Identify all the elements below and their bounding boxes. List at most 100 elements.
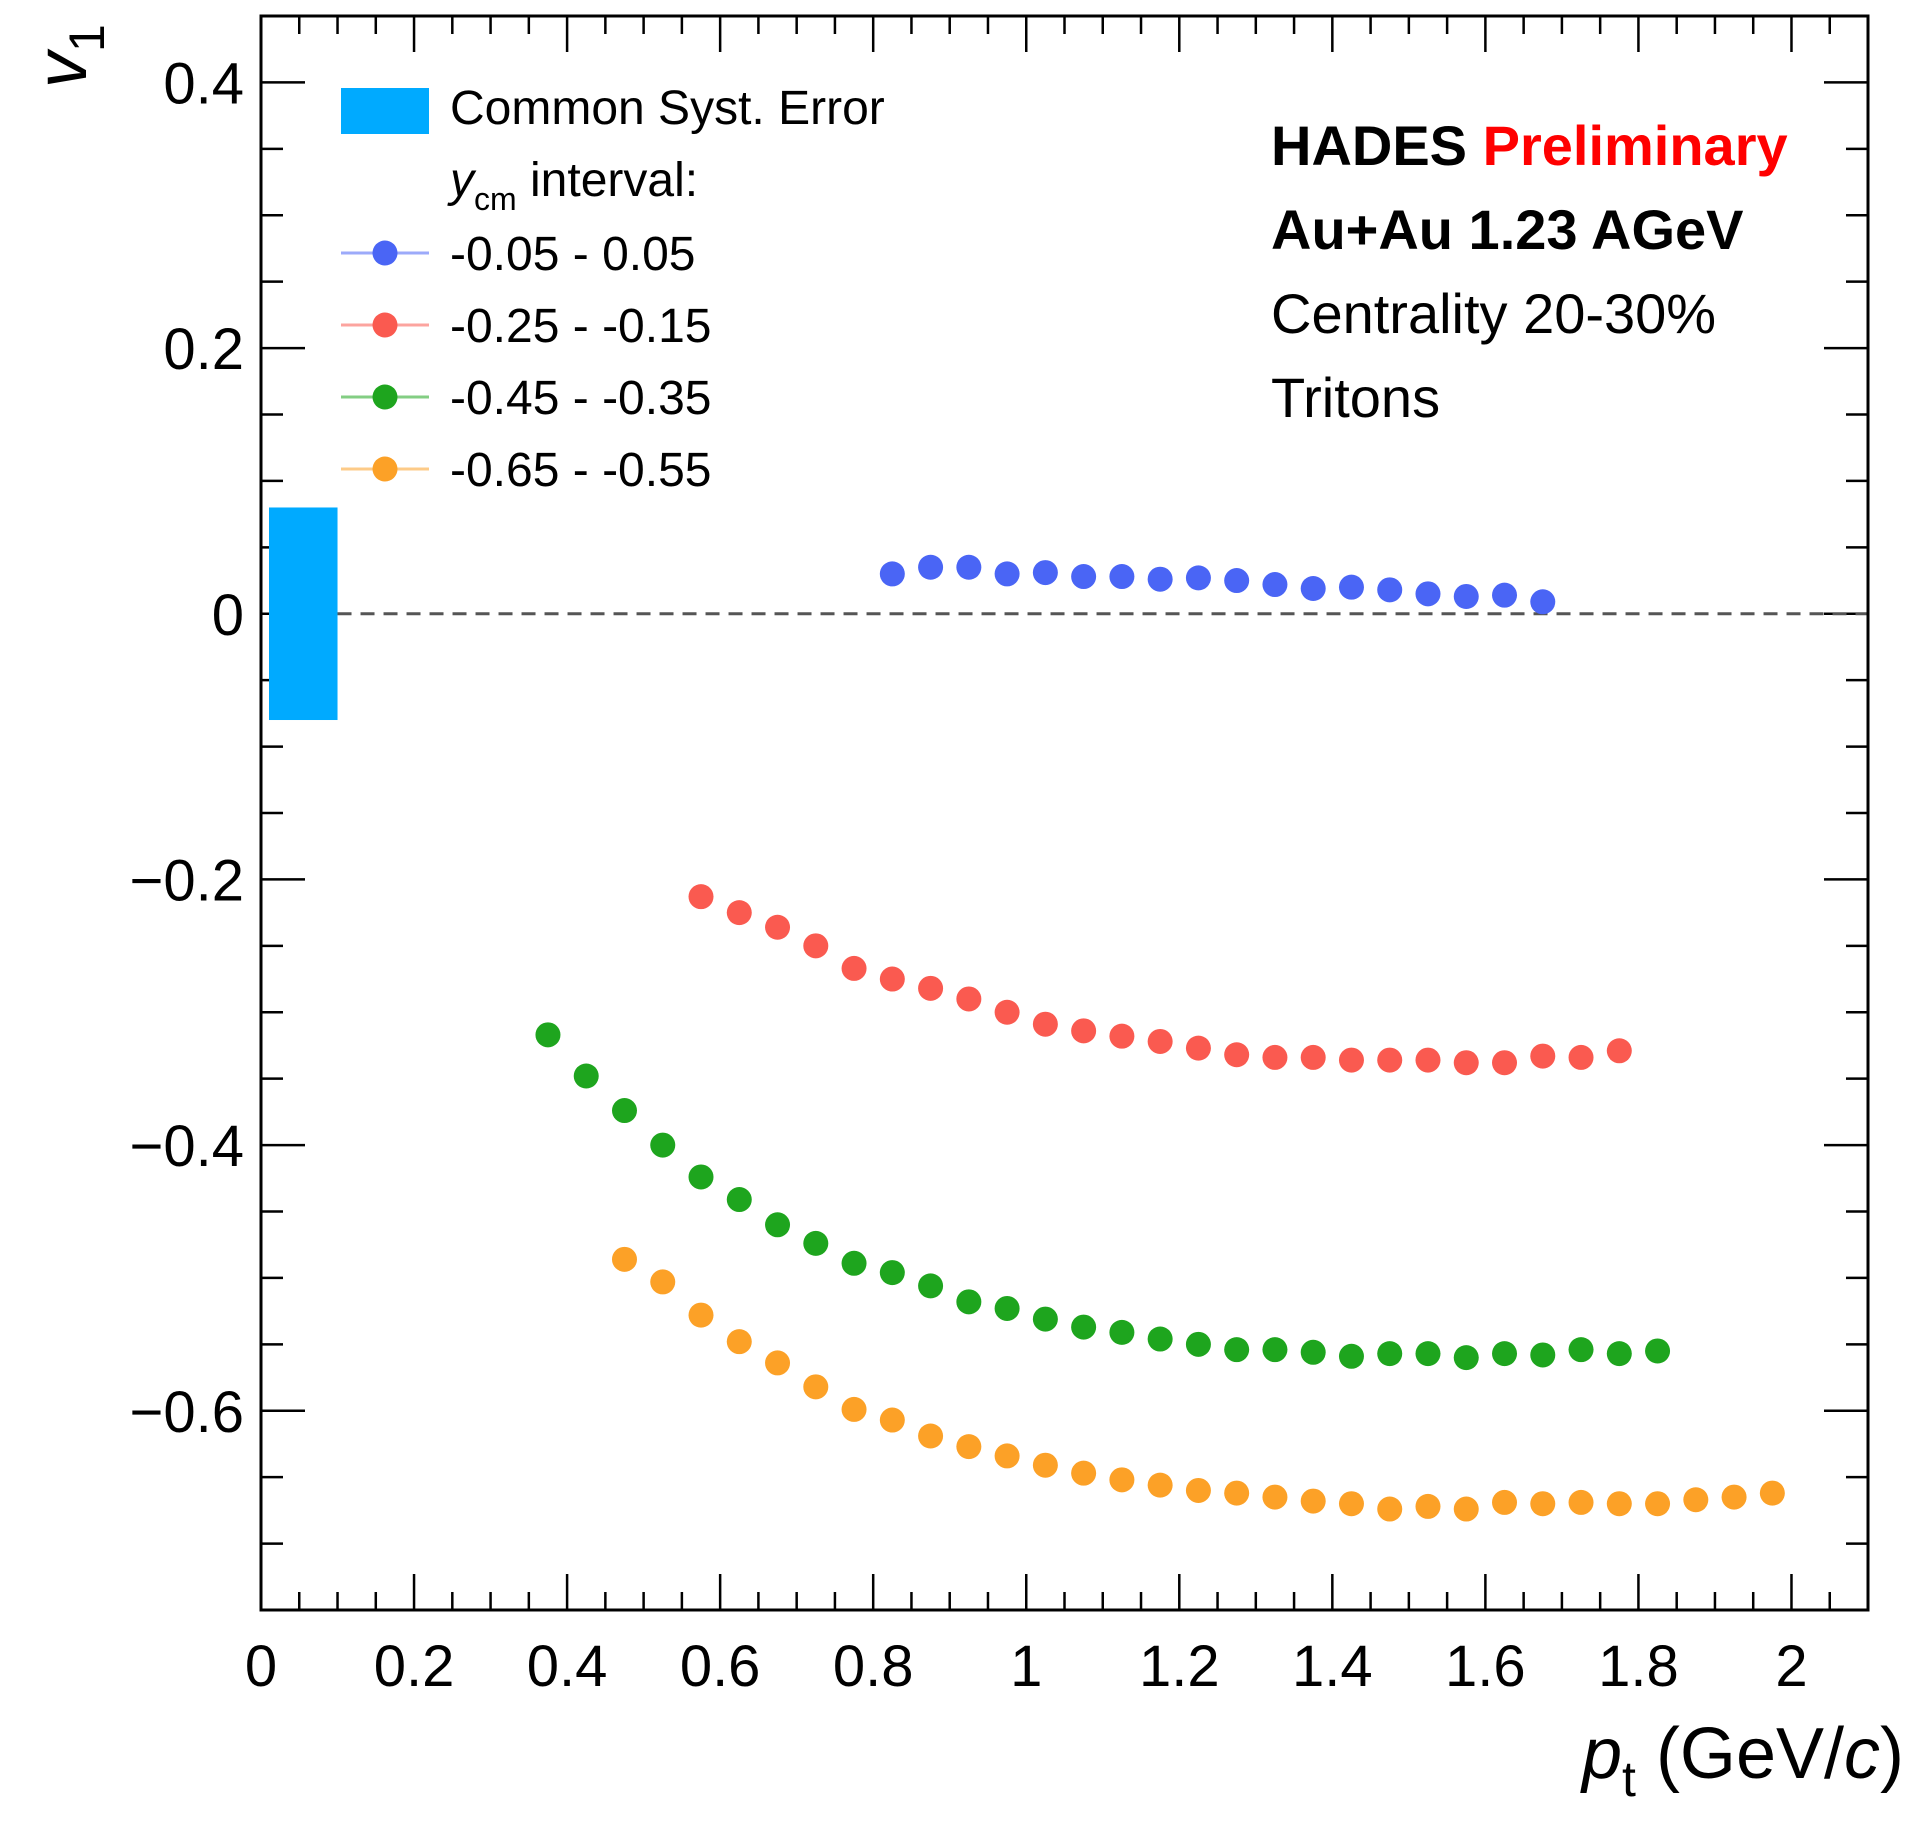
data-point bbox=[1492, 1050, 1518, 1076]
data-point bbox=[1071, 1018, 1097, 1044]
data-point bbox=[1568, 1489, 1594, 1515]
data-point bbox=[1300, 1044, 1326, 1070]
series-2 bbox=[688, 884, 1632, 1076]
data-point bbox=[1721, 1484, 1747, 1510]
data-point bbox=[573, 1063, 599, 1089]
data-point bbox=[650, 1132, 676, 1158]
series-3 bbox=[535, 1022, 1671, 1371]
data-point bbox=[994, 999, 1020, 1025]
data-point bbox=[1109, 1319, 1135, 1345]
x-tick-label: 1 bbox=[1010, 1634, 1042, 1699]
data-point bbox=[879, 1407, 905, 1433]
data-point bbox=[1262, 572, 1288, 598]
data-point bbox=[1377, 577, 1403, 603]
data-point bbox=[611, 1246, 637, 1272]
data-point bbox=[1492, 1341, 1518, 1367]
data-point bbox=[1300, 576, 1326, 602]
data-point bbox=[1530, 1342, 1556, 1368]
legend-interval-title: ycm interval: bbox=[447, 154, 698, 217]
data-point bbox=[1377, 1341, 1403, 1367]
x-tick-label: 1.4 bbox=[1292, 1634, 1373, 1699]
data-point bbox=[1147, 1326, 1173, 1352]
data-point bbox=[1530, 589, 1556, 615]
data-point bbox=[1262, 1484, 1288, 1510]
data-point bbox=[1185, 1477, 1211, 1503]
legend-label: -0.05 - 0.05 bbox=[450, 228, 695, 281]
x-tick-label: 1.8 bbox=[1598, 1634, 1679, 1699]
tick-marks bbox=[259, 14, 1870, 1612]
data-point bbox=[1415, 1341, 1441, 1367]
y-axis-label: v1 bbox=[22, 24, 115, 88]
data-point bbox=[611, 1098, 637, 1124]
data-point bbox=[956, 1434, 982, 1460]
data-point bbox=[956, 986, 982, 1012]
y-tick-label: 0 bbox=[212, 583, 244, 648]
data-point bbox=[1109, 1467, 1135, 1493]
x-tick-label: 0.4 bbox=[527, 1634, 608, 1699]
data-point bbox=[803, 1230, 829, 1256]
x-tick-label: 2 bbox=[1775, 1634, 1807, 1699]
data-point bbox=[1262, 1044, 1288, 1070]
y-tick-label: 0.4 bbox=[163, 51, 244, 116]
series-4 bbox=[611, 1246, 1785, 1522]
data-point bbox=[1071, 564, 1097, 590]
data-point bbox=[650, 1269, 676, 1295]
data-point bbox=[1224, 1480, 1250, 1506]
data-point bbox=[879, 966, 905, 992]
systematic-error-band bbox=[269, 507, 338, 721]
data-point bbox=[726, 1329, 752, 1355]
data-point bbox=[918, 554, 944, 580]
data-point bbox=[1147, 1472, 1173, 1498]
legend-syst-label: Common Syst. Error bbox=[450, 82, 885, 135]
annotation-line: Tritons bbox=[1271, 366, 1440, 429]
data-point bbox=[1606, 1038, 1632, 1064]
data-point bbox=[1645, 1491, 1671, 1517]
annotation-line: HADES Preliminary bbox=[1271, 114, 1788, 177]
legend-marker bbox=[372, 456, 398, 482]
data-point bbox=[1032, 1452, 1058, 1478]
data-point bbox=[879, 561, 905, 587]
x-tick-label: 1.6 bbox=[1445, 1634, 1526, 1699]
data-point bbox=[1071, 1314, 1097, 1340]
data-point bbox=[956, 1289, 982, 1315]
data-point bbox=[1453, 1050, 1479, 1076]
legend-entry: -0.05 - 0.05 bbox=[341, 228, 695, 281]
data-point bbox=[1147, 1028, 1173, 1054]
data-point bbox=[1492, 1489, 1518, 1515]
legend-label: -0.65 - -0.55 bbox=[450, 444, 711, 497]
x-tick-label: 0.6 bbox=[680, 1634, 761, 1699]
data-point bbox=[918, 1273, 944, 1299]
data-point bbox=[994, 561, 1020, 587]
data-point bbox=[1224, 1042, 1250, 1068]
data-point bbox=[1224, 568, 1250, 594]
data-point bbox=[1109, 1023, 1135, 1049]
legend-marker bbox=[372, 240, 398, 266]
y-tick-label: −0.4 bbox=[130, 1114, 245, 1179]
x-tick-label: 1.2 bbox=[1139, 1634, 1220, 1699]
systematic-band-layer bbox=[269, 507, 338, 721]
plot-annotations: HADES Preliminary Au+Au 1.23 AGeV Centrali… bbox=[1271, 114, 1788, 429]
data-point bbox=[1224, 1337, 1250, 1363]
data-point bbox=[1530, 1491, 1556, 1517]
legend-series-entries: -0.05 - 0.05 -0.25 - -0.15 -0.45 - -0.35 -0… bbox=[341, 228, 711, 497]
data-point bbox=[1415, 1493, 1441, 1519]
data-point bbox=[1759, 1480, 1785, 1506]
legend-entry: -0.45 - -0.35 bbox=[341, 372, 711, 425]
data-point bbox=[1338, 574, 1364, 600]
data-point bbox=[1492, 582, 1518, 608]
data-point bbox=[688, 1302, 714, 1328]
legend-label: -0.25 - -0.15 bbox=[450, 300, 711, 353]
plot-area bbox=[259, 14, 1870, 1612]
data-point bbox=[1683, 1487, 1709, 1513]
legend-marker bbox=[372, 312, 398, 338]
data-point bbox=[765, 1212, 791, 1238]
x-tick-label: 0 bbox=[245, 1634, 277, 1699]
data-point bbox=[765, 1350, 791, 1376]
data-point bbox=[1185, 565, 1211, 591]
data-point bbox=[956, 554, 982, 580]
x-tick-label: 0.8 bbox=[833, 1634, 914, 1699]
data-point bbox=[688, 884, 714, 910]
x-tick-labels: 0 0.2 0.4 0.6 0.8 1 1.2 1.4 1.6 1.8 2 bbox=[245, 1634, 1808, 1699]
data-point bbox=[1109, 564, 1135, 590]
data-point bbox=[726, 1187, 752, 1213]
